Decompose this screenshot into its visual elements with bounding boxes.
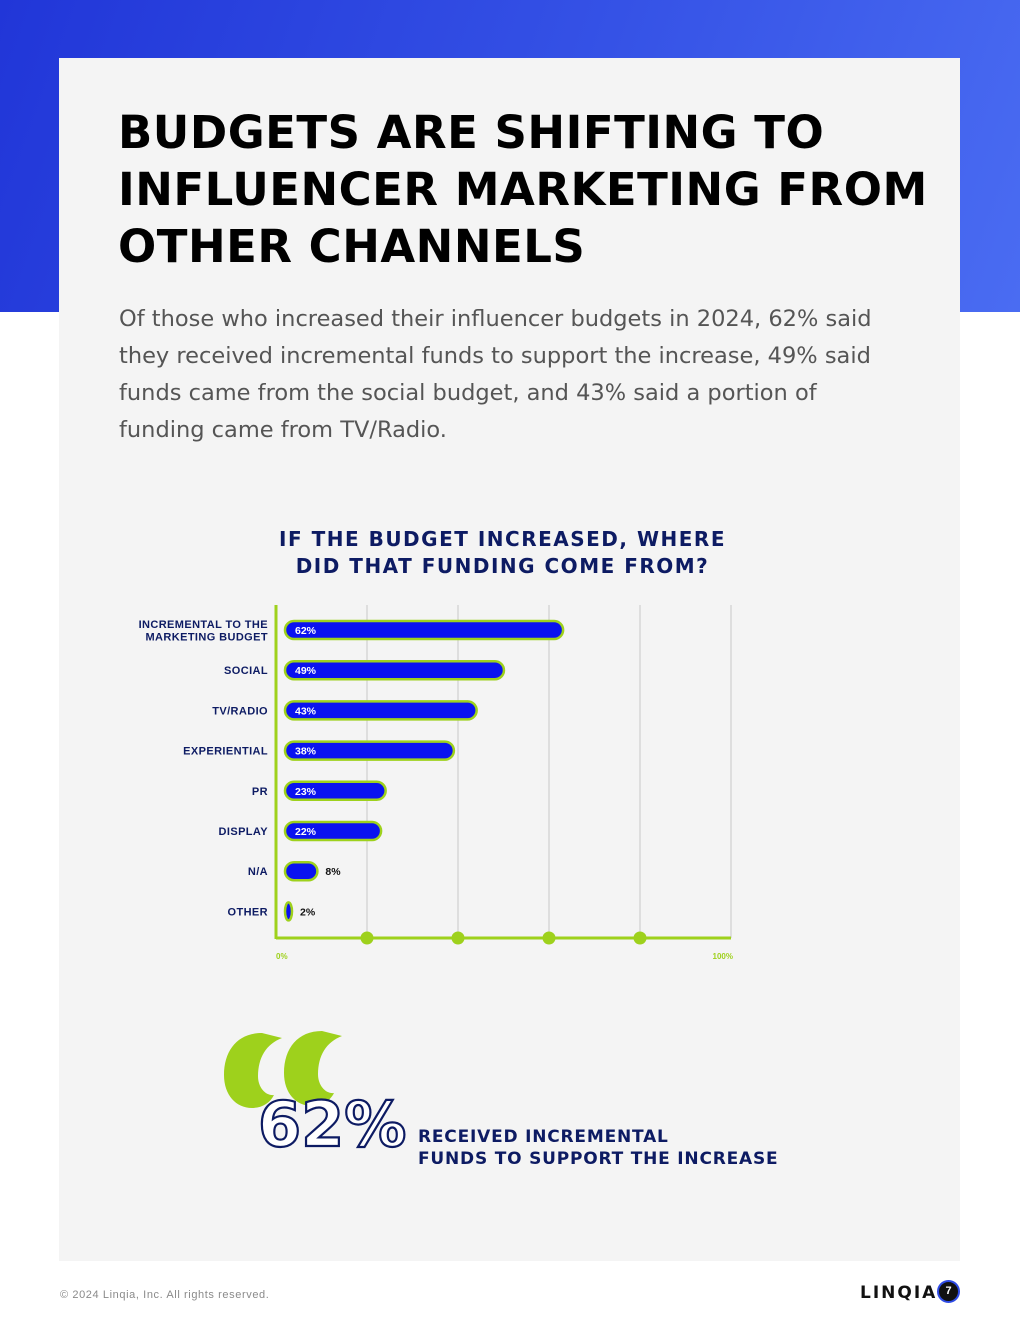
category-label: INCREMENTAL TO THE (139, 619, 268, 631)
content-card (59, 58, 960, 1261)
bar (283, 901, 294, 922)
x-tick-label-max: 100% (713, 952, 733, 961)
bar (283, 659, 506, 681)
stat-caption-line-1: RECEIVED INCREMENTAL (418, 1127, 669, 1147)
category-label: MARKETING BUDGET (145, 631, 268, 643)
axis-marker-dot (633, 931, 647, 945)
bar (283, 860, 319, 882)
data-label: 8% (325, 866, 341, 878)
data-label: 43% (295, 705, 317, 717)
bar (283, 740, 456, 761)
axis-marker-dot (360, 931, 374, 945)
x-tick-label-min: 0% (276, 952, 288, 961)
quote-mark-icon (284, 1031, 342, 1106)
category-label: EXPERIENTIAL (183, 746, 268, 758)
data-label: 2% (300, 906, 316, 918)
bar (283, 619, 565, 641)
quote-mark-icon (224, 1033, 282, 1108)
category-label: PR (252, 786, 268, 798)
category-label: N/A (248, 866, 268, 878)
stat-caption: RECEIVED INCREMENTAL FUNDS TO SUPPORT TH… (418, 1126, 838, 1170)
data-label: 38% (295, 746, 317, 758)
intro-paragraph: Of those who increased their influencer … (119, 306, 872, 443)
axis-marker-dot (451, 931, 465, 945)
bar (283, 820, 383, 842)
bar (283, 700, 478, 721)
data-label: 62% (295, 625, 317, 637)
stat-caption-line-2: FUNDS TO SUPPORT THE INCREASE (418, 1149, 779, 1169)
chart-title: IF THE BUDGET INCREASED, WHERE DID THAT … (240, 526, 765, 580)
axis-marker-dot (542, 931, 556, 945)
page-title: BUDGETS ARE SHIFTING TO INFLUENCER MARKE… (118, 106, 928, 273)
chart-title-line-1: IF THE BUDGET INCREASED, WHERE (279, 527, 726, 551)
category-label: SOCIAL (224, 665, 268, 677)
data-label: 49% (295, 665, 317, 677)
page-number-badge: 7 (937, 1280, 960, 1303)
stat-highlight-value: 62% (258, 1088, 406, 1161)
category-label: OTHER (228, 906, 269, 918)
data-label: 23% (295, 786, 317, 798)
bar (283, 780, 387, 802)
chart-title-line-2: DID THAT FUNDING COME FROM? (295, 554, 710, 578)
data-label: 22% (295, 826, 317, 838)
copyright-notice: © 2024 Linqia, Inc. All rights reserved. (60, 1289, 270, 1301)
brand-logo: LINQIA (860, 1283, 938, 1303)
category-label: TV/RADIO (212, 705, 268, 717)
category-label: DISPLAY (219, 826, 269, 838)
